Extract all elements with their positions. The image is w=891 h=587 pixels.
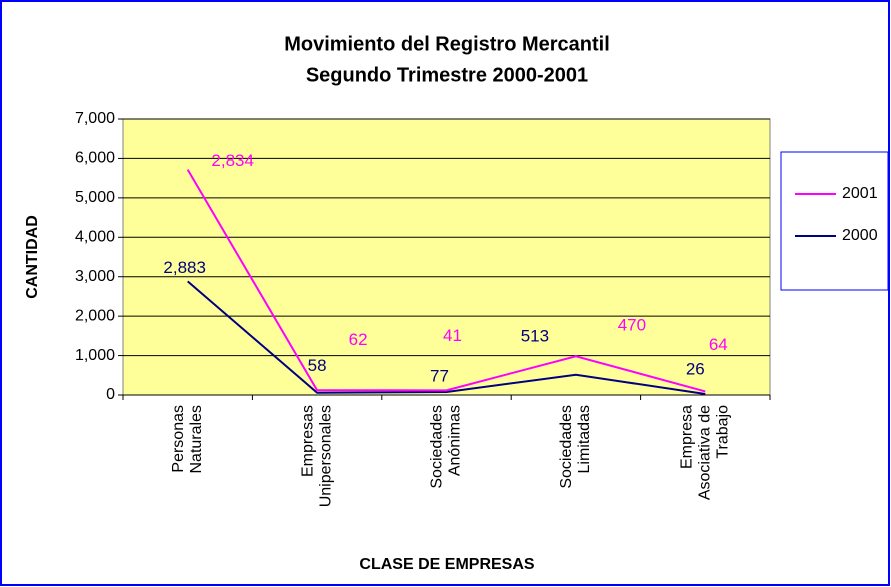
chart-title: Movimiento del Registro Mercantil [284, 33, 610, 55]
x-tick-label: Asociativa de [697, 405, 714, 500]
y-tick-label: 6,000 [75, 150, 115, 167]
legend-box [780, 151, 889, 291]
data-label: 64 [709, 335, 728, 354]
y-tick-label: 4,000 [75, 229, 115, 246]
x-tick-label: Empresa [679, 405, 696, 469]
x-tick-label: Sociedades [558, 405, 575, 489]
x-tick-label: Naturales [188, 405, 205, 473]
data-label: 2,883 [163, 258, 206, 277]
line-series [187, 280, 706, 395]
x-tick-label: Limitadas [576, 405, 593, 473]
x-tick-label: Unipersonales [317, 405, 334, 507]
data-label: 26 [686, 359, 705, 378]
chart-subtitle: Segundo Trimestre 2000-2001 [306, 64, 588, 86]
data-label: 58 [308, 356, 327, 375]
y-tick-label: 3,000 [75, 268, 115, 285]
line-series [186, 169, 706, 393]
x-axis-title: CLASE DE EMPRESAS [359, 556, 534, 573]
data-label: 470 [618, 316, 646, 335]
x-tick-label: Trabajo [715, 405, 732, 459]
data-label: 41 [443, 326, 462, 345]
data-label: 2,834 [211, 151, 254, 170]
y-tick-label: 1,000 [75, 347, 115, 364]
y-axis-title: CANTIDAD [24, 215, 41, 299]
x-tick-label: Empresas [299, 405, 316, 477]
data-label: 62 [349, 330, 368, 349]
y-tick-label: 0 [106, 386, 115, 403]
y-tick-label: 7,000 [75, 110, 115, 127]
legend-label: 2001 [842, 185, 878, 202]
x-tick-label: Sociedades [429, 405, 446, 489]
x-tick-label: Personas [170, 405, 187, 473]
plot-area [122, 118, 771, 396]
y-tick-label: 2,000 [75, 307, 115, 324]
data-label: 513 [521, 326, 549, 345]
legend-label: 2000 [842, 227, 878, 244]
y-tick-label: 5,000 [75, 189, 115, 206]
data-label: 77 [430, 366, 449, 385]
x-tick-label: Anónimas [447, 405, 464, 476]
